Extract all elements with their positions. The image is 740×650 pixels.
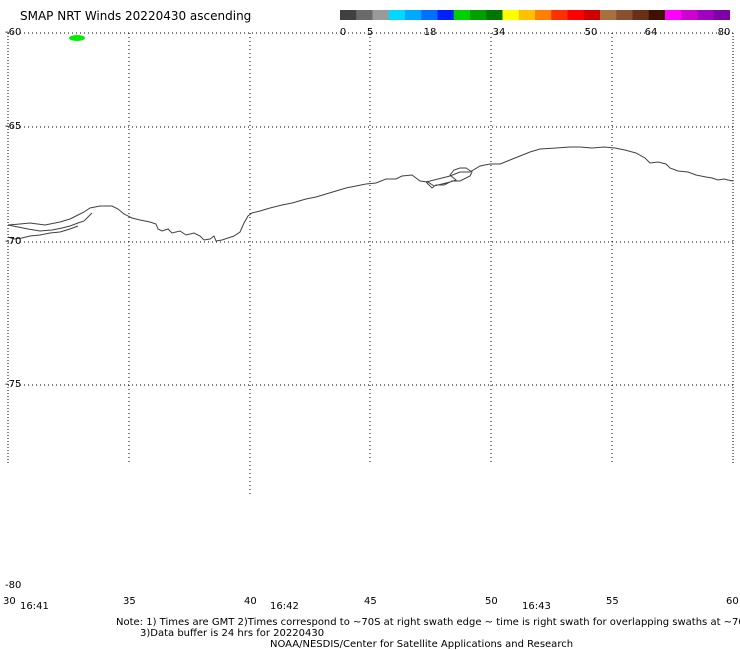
colorbar-swatch (388, 10, 406, 20)
lon-label-50: 50 (485, 596, 498, 607)
lat-label--70: -70 (5, 236, 22, 247)
colorbar-swatch (437, 10, 455, 20)
lon-label-45: 45 (364, 596, 377, 607)
lon-label-55: 55 (606, 596, 619, 607)
lat-label--65: -65 (5, 121, 22, 132)
colorbar-label-34: 34 (492, 27, 506, 38)
colorbar-swatches (340, 10, 731, 20)
graticule (8, 32, 733, 497)
colorbar-label-50: 50 (584, 27, 598, 38)
colorbar-label-18: 18 (423, 27, 437, 38)
colorbar-swatch (535, 10, 552, 20)
colorbar-swatch (567, 10, 585, 20)
note-line-1: Note: 1) Times are GMT 2)Times correspon… (116, 617, 740, 628)
colorbar-swatch (453, 10, 471, 20)
colorbar-swatch (697, 10, 715, 20)
note-line-2: 3)Data buffer is 24 hrs for 20220430 (140, 628, 325, 639)
colorbar-swatch (713, 10, 731, 20)
colorbar-swatch (648, 10, 666, 20)
colorbar-swatch (356, 10, 373, 20)
colorbar-label-5: 5 (366, 27, 374, 38)
colorbar-swatch (372, 10, 390, 20)
lon-label-30: 30 (3, 596, 16, 607)
wind-swath-patch (69, 35, 85, 41)
colorbar-swatch (405, 10, 422, 20)
map-frame (7, 33, 734, 465)
colorbar-swatch (600, 10, 617, 20)
lon-label-35: 35 (123, 596, 136, 607)
colorbar-swatch (340, 10, 357, 20)
time-label-1642: 16:42 (270, 601, 299, 612)
colorbar-swatch (502, 10, 520, 20)
colorbar-label-64: 64 (644, 27, 658, 38)
colorbar-swatch (681, 10, 698, 20)
colorbar-swatch (551, 10, 568, 20)
lat-label--60: -60 (5, 27, 22, 38)
colorbar-swatch (665, 10, 682, 20)
lat-label--75: -75 (5, 379, 22, 390)
colorbar-swatch (632, 10, 650, 20)
time-label-1643: 16:43 (522, 601, 551, 612)
colorbar-swatch (583, 10, 601, 20)
colorbar-swatch (486, 10, 503, 20)
wind-speed-colorbar: 0 5 18 34 50 64 80 (340, 7, 731, 38)
colorbar-swatch (616, 10, 633, 20)
colorbar-swatch (470, 10, 487, 20)
lon-label-40: 40 (244, 596, 257, 607)
credit-line: NOAA/NESDIS/Center for Satellite Applica… (270, 639, 574, 650)
antarctic-coastline (7, 146, 734, 242)
map-title: SMAP NRT Winds 20220430 ascending (20, 9, 252, 23)
colorbar-label-0: 0 (339, 27, 347, 38)
time-label-1641: 16:41 (20, 601, 49, 612)
colorbar-swatch (421, 10, 438, 20)
lat-label--80: -80 (5, 580, 22, 591)
colorbar-swatch (518, 10, 536, 20)
lon-label-60: 60 (726, 596, 739, 607)
